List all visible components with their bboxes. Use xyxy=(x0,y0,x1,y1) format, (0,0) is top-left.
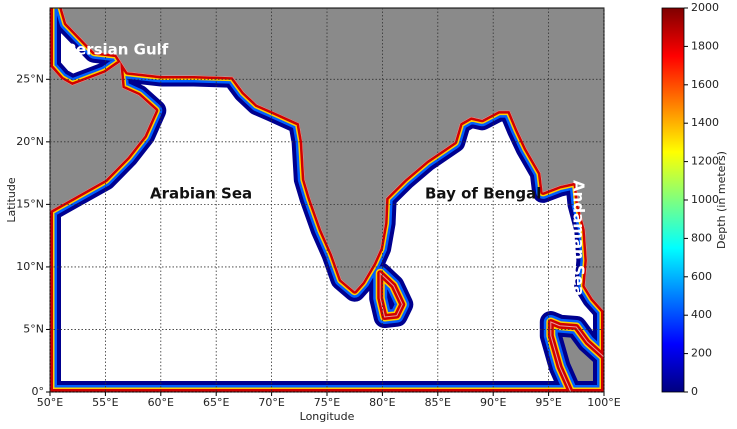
x-tick-label: 50°E xyxy=(37,396,63,409)
region-label: Arabian Sea xyxy=(150,185,252,203)
colorbar-tick-label: 200 xyxy=(691,347,712,360)
x-tick-label: 80°E xyxy=(369,396,395,409)
x-tick-label: 75°E xyxy=(314,396,340,409)
y-tick-label: 0° xyxy=(32,385,45,398)
x-tick-label: 90°E xyxy=(480,396,506,409)
region-label: Persian Gulf xyxy=(65,41,169,59)
colorbar-tick-label: 0 xyxy=(691,385,698,398)
x-tick-label: 60°E xyxy=(148,396,174,409)
y-tick-label: 5°N xyxy=(23,322,44,335)
colorbar-tick-label: 1000 xyxy=(691,193,719,206)
colorbar-tick-label: 1400 xyxy=(691,116,719,129)
x-tick-label: 100°E xyxy=(587,396,620,409)
colorbar-tick-label: 1200 xyxy=(691,155,719,168)
y-tick-label: 25°N xyxy=(16,72,44,85)
colorbar-tick-label: 1600 xyxy=(691,78,719,91)
x-tick-label: 95°E xyxy=(535,396,561,409)
sea xyxy=(50,8,604,392)
x-tick-label: 70°E xyxy=(258,396,284,409)
colorbar-tick-label: 2000 xyxy=(691,1,719,14)
y-tick-label: 15°N xyxy=(16,197,44,210)
region-label: Bay of Bengal xyxy=(425,185,541,203)
y-tick-label: 10°N xyxy=(16,260,44,273)
y-axis-label: Latitude xyxy=(5,177,18,223)
colorbar xyxy=(661,7,685,393)
colorbar-tick-label: 600 xyxy=(691,270,712,283)
x-tick-label: 55°E xyxy=(92,396,118,409)
x-axis-label: Longitude xyxy=(300,410,355,423)
colorbar-tick-label: 1800 xyxy=(691,39,719,52)
y-tick-label: 20°N xyxy=(16,135,44,148)
colorbar-tick-label: 400 xyxy=(691,308,712,321)
colorbar-tick-label: 800 xyxy=(691,231,712,244)
region-label: Andaman Sea xyxy=(570,180,588,296)
x-tick-label: 65°E xyxy=(203,396,229,409)
x-tick-label: 85°E xyxy=(425,396,451,409)
colorbar-label: Depth (in meters) xyxy=(715,151,728,249)
